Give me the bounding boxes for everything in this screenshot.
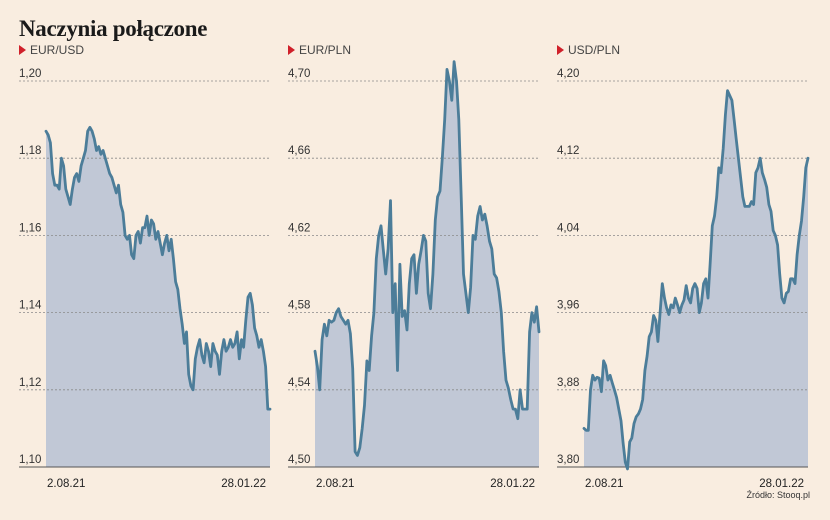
y-tick-label: 3,96 <box>557 300 579 312</box>
area-fill <box>584 90 808 469</box>
y-tick-label: 4,20 <box>557 68 579 80</box>
red-triangle-icon <box>19 45 26 55</box>
y-tick-label: 4,04 <box>557 222 580 234</box>
x-tick-label: 2.08.21 <box>47 478 85 490</box>
chart-panel-eurusd: 1,20 1,18 1,16 1,14 1,12 1,10 2.08.21 28.01.22 <box>19 68 272 490</box>
y-tick-label: 1,20 <box>19 68 41 80</box>
red-triangle-icon <box>557 45 564 55</box>
y-tick-label: 1,18 <box>19 145 41 157</box>
chart-panel-usdpln: 4,20 4,12 4,04 3,96 3,88 3,80 2.08.21 28.01.22 <box>557 68 810 490</box>
chart-panel-eurpln: 4,70 4,66 4,62 4,58 4,54 4,50 2.08.21 28.01.22 <box>288 60 541 490</box>
y-tick-label: 4,66 <box>288 145 310 157</box>
y-tick-label: 3,80 <box>557 454 579 466</box>
y-tick-label: 4,70 <box>288 68 310 80</box>
y-tick-label: 4,58 <box>288 300 310 312</box>
series-label-usdpln: USD/PLN <box>557 43 620 57</box>
y-tick-label: 1,16 <box>19 222 41 234</box>
x-tick-label: 2.08.21 <box>585 478 623 490</box>
x-tick-label: 28.01.22 <box>221 478 266 490</box>
series-name: USD/PLN <box>568 43 621 57</box>
y-tick-label: 3,88 <box>557 377 579 389</box>
x-tick-label: 2.08.21 <box>316 478 354 490</box>
x-tick-label: 28.01.22 <box>759 478 804 490</box>
y-tick-label: 4,54 <box>288 377 311 389</box>
chart-title: Naczynia połączone <box>19 16 208 41</box>
y-tick-label: 1,12 <box>19 377 41 389</box>
y-tick-label: 1,14 <box>19 300 42 312</box>
area-fill <box>315 61 539 467</box>
source-note: Źródło: Stooq.pl <box>746 490 810 500</box>
area-fill <box>46 127 270 468</box>
y-tick-label: 4,12 <box>557 145 579 157</box>
x-tick-label: 28.01.22 <box>490 478 535 490</box>
red-triangle-icon <box>288 45 295 55</box>
series-label-eurpln: EUR/PLN <box>288 43 351 57</box>
series-line <box>44 125 272 411</box>
series-line <box>582 89 810 471</box>
series-label-eurusd: EUR/USD <box>19 43 84 57</box>
y-tick-label: 1,10 <box>19 454 41 466</box>
series-line <box>313 60 541 457</box>
series-name: EUR/USD <box>30 43 85 57</box>
series-name: EUR/PLN <box>299 43 352 57</box>
y-tick-label: 4,62 <box>288 222 310 234</box>
y-tick-label: 4,50 <box>288 454 310 466</box>
